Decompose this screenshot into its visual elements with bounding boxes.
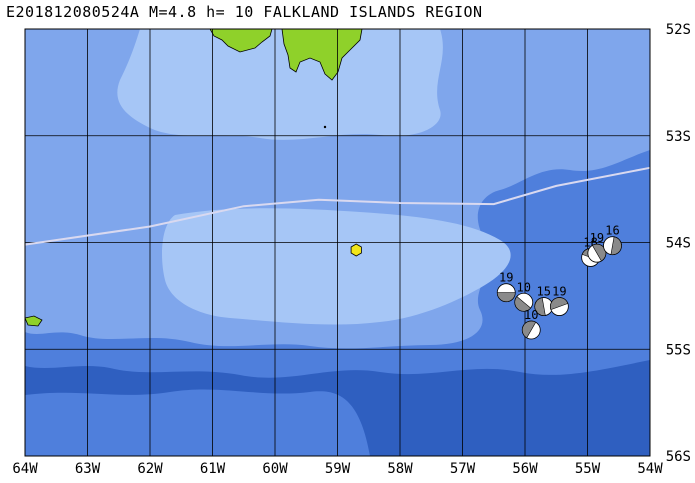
focal-mechanism[interactable]: 10 — [514, 280, 534, 312]
latitude-label: 55S — [666, 342, 691, 358]
focal-mechanism[interactable]: 16 — [603, 224, 622, 256]
beachball-compression — [610, 236, 622, 255]
beachball-compression — [496, 292, 516, 302]
islet — [323, 125, 327, 129]
beachball-compression — [550, 297, 569, 311]
longitude-label: 60W — [262, 461, 288, 477]
staten-island — [24, 315, 43, 327]
axis-labels: 64W 63W 62W 61W 60W 59W 58W 57W 56W 55W 54W 52S 53S 5… — [12, 22, 691, 477]
focal-mechanism[interactable]: 19 — [549, 285, 569, 316]
epicenter-marker[interactable] — [350, 243, 362, 257]
latitude-label: 54S — [666, 236, 691, 252]
focal-mechanism[interactable]: 10 — [521, 308, 541, 340]
latitude-label: 53S — [666, 129, 691, 145]
longitude-label: 55W — [575, 461, 601, 477]
latitude-label: 56S — [666, 449, 691, 465]
map-title: E201812080524A M=4.8 h= 10 FALKLAND ISLA… — [6, 3, 483, 21]
event-label: 10 — [517, 280, 531, 294]
shelf-burdwood — [162, 208, 511, 325]
event-label: 16 — [605, 224, 619, 238]
graticule — [25, 29, 650, 456]
focal-mechanism[interactable]: 15 — [534, 285, 554, 316]
longitude-label: 56W — [512, 461, 538, 477]
event-label: 15 — [537, 285, 551, 299]
longitude-label: 58W — [387, 461, 413, 477]
longitude-label: 59W — [325, 461, 351, 477]
longitude-label: 61W — [200, 461, 226, 477]
longitude-label: 54W — [637, 461, 663, 477]
event-label: 19 — [590, 231, 604, 245]
focal-mechanism[interactable]: 19 — [587, 231, 607, 263]
latitude-label: 52S — [666, 22, 691, 38]
event-label: 10 — [524, 308, 538, 322]
plate-boundary-line — [24, 166, 651, 246]
beachball-compression — [522, 320, 537, 339]
land-layer — [24, 28, 363, 327]
event-label: 19 — [499, 271, 513, 285]
longitude-label: 63W — [75, 461, 101, 477]
beachball-compression — [514, 296, 532, 312]
focal-mechanism[interactable]: 19 — [496, 271, 516, 303]
shelf-north — [117, 29, 443, 140]
beachball-compression — [534, 297, 546, 316]
longitude-label: 62W — [137, 461, 163, 477]
falkland-east — [281, 28, 363, 81]
map-frame — [24, 28, 651, 457]
falkland-west — [209, 28, 273, 53]
longitude-label: 64W — [12, 461, 38, 477]
event-label: 19 — [552, 285, 566, 299]
longitude-label: 57W — [450, 461, 476, 477]
ocean-south-mid — [25, 389, 370, 456]
